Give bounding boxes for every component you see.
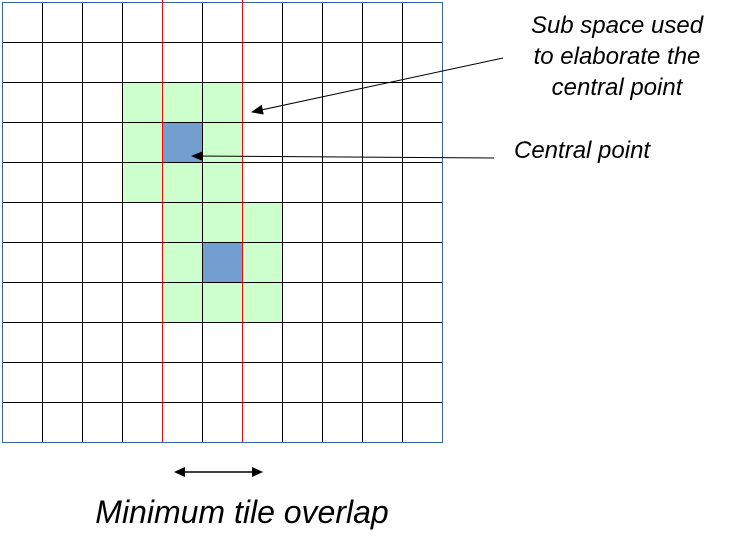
grid-border [2, 2, 443, 443]
central-point-label: Central point [514, 137, 651, 164]
subspace-label-line-2: to elaborate the [534, 43, 701, 70]
overlap-arrowhead-right [252, 467, 263, 477]
overlap-label: Minimum tile overlap [95, 494, 388, 530]
overlap-arrowhead-left [174, 467, 185, 477]
subspace-label-line-3: central point [552, 74, 684, 101]
subspace-label-line-1: Sub space used [531, 12, 704, 39]
central-point-cell-2 [202, 242, 242, 282]
subspace-pointer-arrow [251, 57, 504, 115]
overlap-lines-layer [162, 0, 243, 442]
cells-layer [122, 82, 282, 322]
central-point-pointer-arrow [191, 151, 495, 162]
